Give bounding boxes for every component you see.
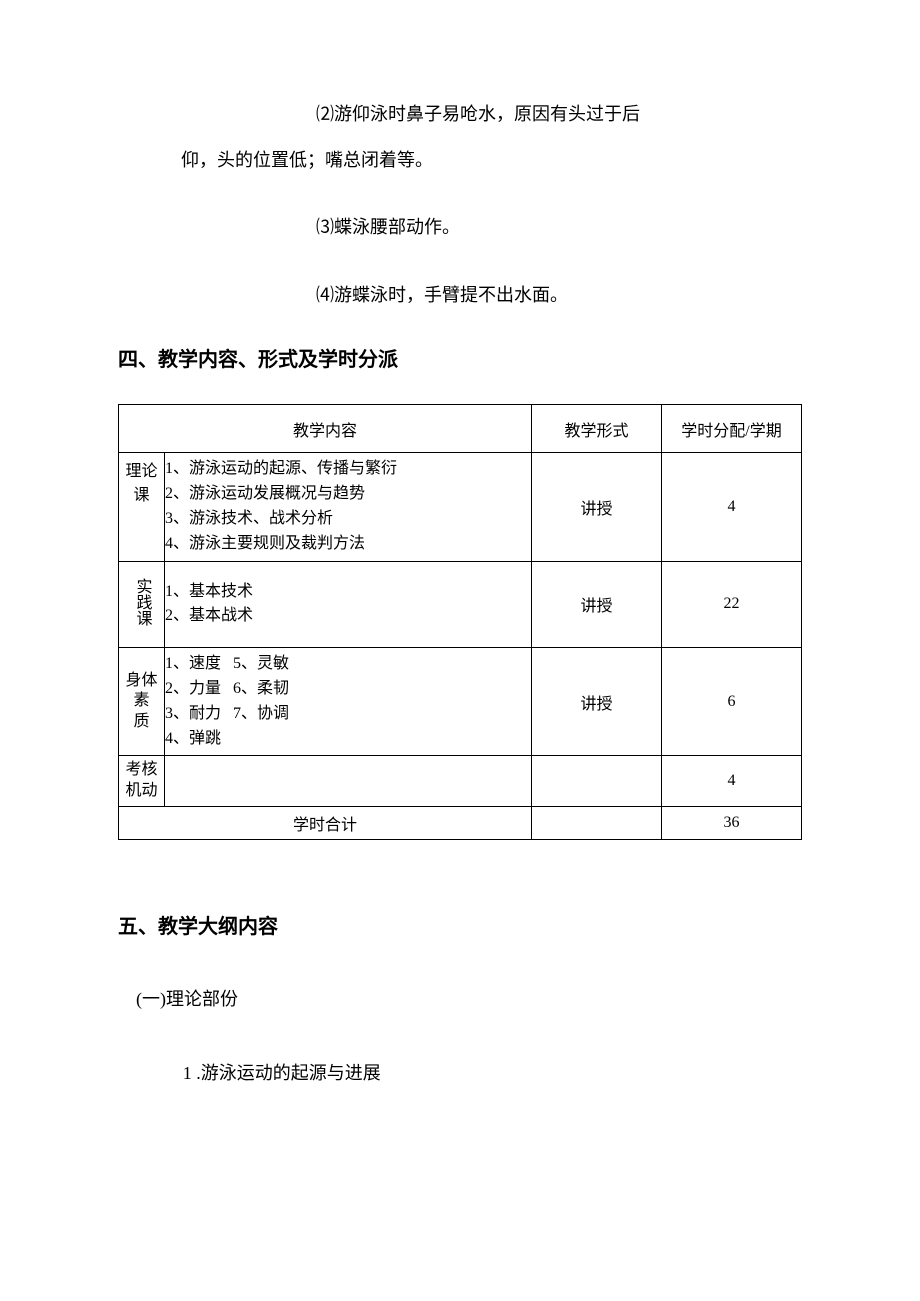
table-footer-row: 学时合计 36 <box>119 806 802 839</box>
paragraph-3: ⑶蝶泳腰部动作。 <box>118 208 802 248</box>
th-hours: 学时分配/学期 <box>662 405 802 453</box>
cell-content <box>165 756 532 807</box>
cell-hours: 22 <box>662 561 802 648</box>
cell-content: 1、速度 5、灵敏 2、力量 6、柔韧 3、耐力 7、协调 4、弹跳 <box>165 648 532 756</box>
cell-hours: 4 <box>662 756 802 807</box>
cell-category: 身体素质 <box>119 648 165 756</box>
cell-category: 考核机动 <box>119 756 165 807</box>
subheading-5-1: (一)理论部份 <box>118 985 802 1011</box>
cell-content: 1、游泳运动的起源、传播与繁衍 2、游泳运动发展概况与趋势 3、游泳技术、战术分… <box>165 453 532 561</box>
cell-category: 理论课 <box>119 453 165 561</box>
table-row: 实践课1、基本技术 2、基本战术讲授22 <box>119 561 802 648</box>
heading-4: 四、教学内容、形式及学时分派 <box>118 343 802 372</box>
cell-category: 实践课 <box>119 561 165 648</box>
cell-hours: 4 <box>662 453 802 561</box>
cell-total-form <box>532 806 662 839</box>
cell-form: 讲授 <box>532 648 662 756</box>
item-5-1-1: 1 .游泳运动的起源与进展 <box>118 1059 802 1085</box>
cell-total-label: 学时合计 <box>119 806 532 839</box>
table-header-row: 教学内容 教学形式 学时分配/学期 <box>119 405 802 453</box>
paragraph-2-line1: ⑵游仰泳时鼻子易呛水，原因有头过于后 <box>118 95 802 135</box>
th-content: 教学内容 <box>119 405 532 453</box>
cell-form <box>532 756 662 807</box>
cell-total-hours: 36 <box>662 806 802 839</box>
table-row: 理论课1、游泳运动的起源、传播与繁衍 2、游泳运动发展概况与趋势 3、游泳技术、… <box>119 453 802 561</box>
cell-form: 讲授 <box>532 453 662 561</box>
heading-5: 五、教学大纲内容 <box>118 910 802 939</box>
cell-content: 1、基本技术 2、基本战术 <box>165 561 532 648</box>
th-form: 教学形式 <box>532 405 662 453</box>
paragraph-4: ⑷游蝶泳时，手臂提不出水面。 <box>118 276 802 316</box>
table-row: 考核机动 4 <box>119 756 802 807</box>
table-row: 身体素质1、速度 5、灵敏 2、力量 6、柔韧 3、耐力 7、协调 4、弹跳讲授… <box>119 648 802 756</box>
paragraph-2-line2: 仰，头的位置低；嘴总闭着等。 <box>118 141 802 181</box>
cell-form: 讲授 <box>532 561 662 648</box>
hours-table: 教学内容 教学形式 学时分配/学期 理论课1、游泳运动的起源、传播与繁衍 2、游… <box>118 404 802 840</box>
cell-hours: 6 <box>662 648 802 756</box>
